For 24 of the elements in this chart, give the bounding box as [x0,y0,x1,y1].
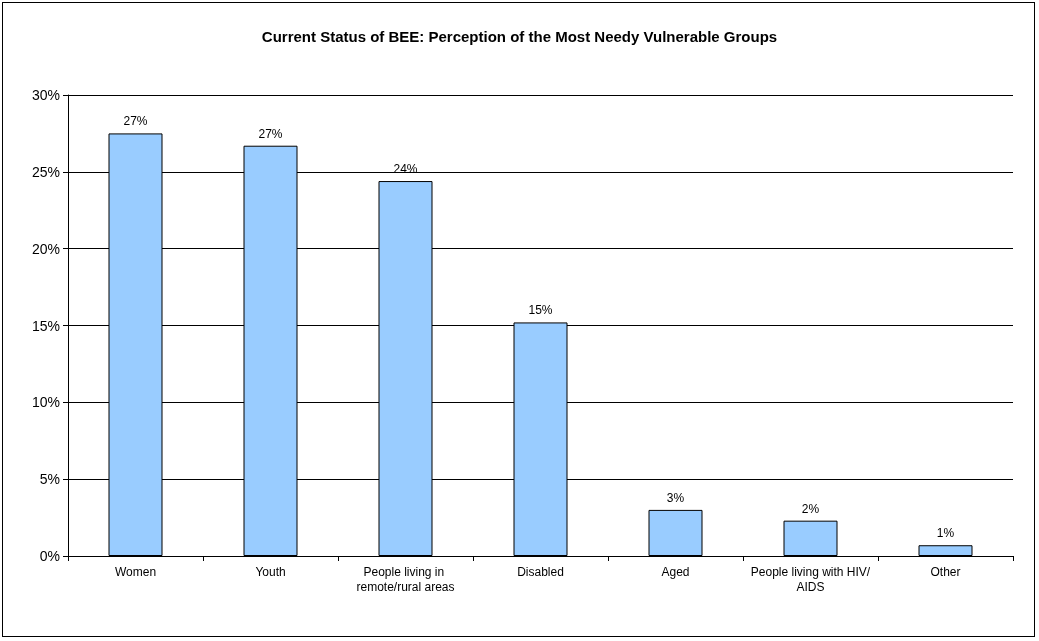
y-tick-label: 20% [31,240,60,257]
x-tick-label: Women [114,564,157,579]
data-label: 27% [258,126,283,141]
y-tick-label: 5% [39,471,60,488]
data-label: 3% [666,490,685,505]
bar [918,545,973,556]
y-tick-label: 30% [31,87,60,103]
bar [648,509,703,556]
data-label: 2% [801,501,820,516]
y-tick-label: 15% [31,317,60,334]
data-label: 27% [123,114,148,129]
data-label: 1% [936,526,955,541]
x-tick-label: People living with HIV/AIDS [750,564,871,594]
bar [783,520,838,556]
x-tick-label: Disabled [517,564,564,579]
x-tick-label: Aged [661,564,690,579]
data-label: 15% [528,303,553,318]
x-tick-label: People living in remote/rural areas [356,564,455,594]
x-tick-label: Youth [255,564,286,579]
chart-title: Current Status of BEE: Perception of the Most Needy Vulnerable Groups [261,28,778,45]
y-tick-label: 25% [31,163,60,180]
y-tick-label: 10% [31,394,60,411]
x-tick-label: Other [930,564,961,579]
y-tick-label: 0% [39,548,60,564]
